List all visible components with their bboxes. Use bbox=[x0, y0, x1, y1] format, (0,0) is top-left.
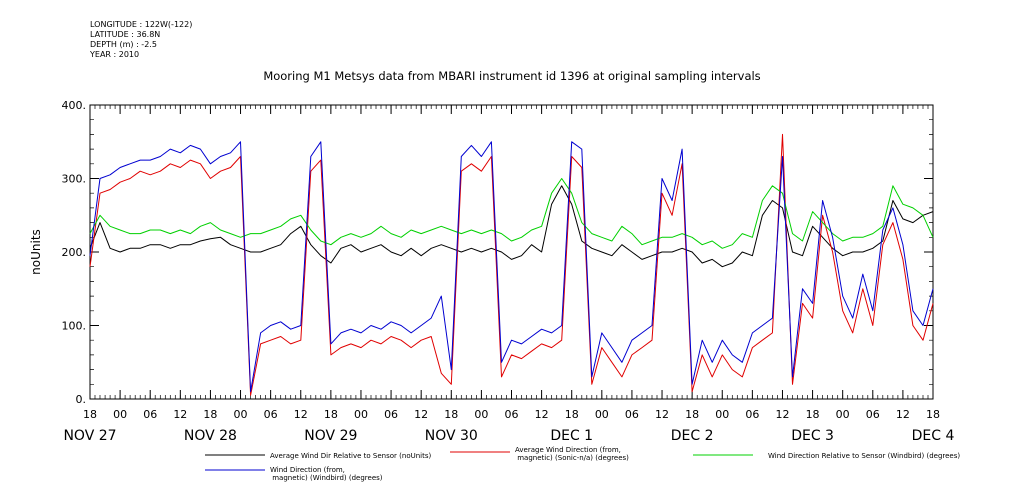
y-tick-label: 300. bbox=[62, 173, 87, 186]
x-date-label: NOV 27 bbox=[63, 428, 116, 444]
y-tick-label: 400. bbox=[62, 99, 87, 112]
x-date-label: NOV 28 bbox=[184, 428, 237, 444]
chart-title: Mooring M1 Metsys data from MBARI instru… bbox=[263, 69, 760, 83]
x-tick-label: 00 bbox=[113, 408, 127, 421]
x-date-label: DEC 2 bbox=[671, 428, 714, 444]
y-tick-label: 200. bbox=[62, 246, 87, 259]
x-tick-label: 06 bbox=[143, 408, 157, 421]
depth-text: DEPTH (m) : -2.5 bbox=[90, 40, 157, 49]
x-tick-label: 00 bbox=[715, 408, 729, 421]
x-tick-label: 12 bbox=[535, 408, 549, 421]
x-tick-label: 00 bbox=[234, 408, 248, 421]
x-tick-label: 00 bbox=[474, 408, 488, 421]
x-tick-label: 12 bbox=[655, 408, 669, 421]
plot-area: 18 00 06 12 18 00 06 12 18 00 06 12 18 00 06 12 18 00 06 12… bbox=[62, 99, 955, 444]
longitude-text: LONGITUDE : 122W(-122) bbox=[90, 20, 193, 29]
x-tick-label: 18 bbox=[444, 408, 458, 421]
legend-label-3: Wind Direction Relative to Sensor (Windb… bbox=[768, 452, 960, 460]
metadata-block: LONGITUDE : 122W(-122) LATITUDE : 36.8N … bbox=[90, 20, 192, 60]
legend-label-4: Wind Direction (from, magnetic) (Windbir… bbox=[270, 466, 383, 482]
x-date-label: DEC 3 bbox=[791, 428, 834, 444]
x-tick-label: 18 bbox=[926, 408, 940, 421]
x-tick-label: 06 bbox=[505, 408, 519, 421]
x-tick-label: 06 bbox=[866, 408, 880, 421]
x-tick-label: 12 bbox=[896, 408, 910, 421]
x-tick-label: 12 bbox=[414, 408, 428, 421]
series-line-4 bbox=[89, 141, 934, 393]
latitude-text: LATITUDE : 36.8N bbox=[90, 30, 161, 39]
x-tick-label: 00 bbox=[354, 408, 368, 421]
legend: Average Wind Dir Relative to Sensor (noU… bbox=[205, 446, 960, 482]
y-axis-label: noUnits bbox=[29, 229, 43, 275]
x-tick-label: 18 bbox=[203, 408, 217, 421]
y-tick-label: 100. bbox=[62, 320, 87, 333]
x-date-label: DEC 1 bbox=[550, 428, 593, 444]
year-text: YEAR : 2010 bbox=[90, 50, 140, 59]
x-tick-label: 00 bbox=[836, 408, 850, 421]
x-tick-label: 18 bbox=[83, 408, 97, 421]
x-tick-label: 06 bbox=[745, 408, 759, 421]
x-date-label: NOV 30 bbox=[425, 428, 478, 444]
x-tick-label: 06 bbox=[625, 408, 639, 421]
x-tick-label: 18 bbox=[565, 408, 579, 421]
x-tick-label: 12 bbox=[173, 408, 187, 421]
x-tick-label: 12 bbox=[775, 408, 789, 421]
x-tick-label: 18 bbox=[685, 408, 699, 421]
x-tick-label: 18 bbox=[324, 408, 338, 421]
x-tick-label: 06 bbox=[264, 408, 278, 421]
x-date-label: DEC 4 bbox=[912, 428, 955, 444]
legend-label-1: Average Wind Dir Relative to Sensor (noU… bbox=[270, 452, 431, 460]
x-tick-label: 00 bbox=[595, 408, 609, 421]
x-date-label: NOV 29 bbox=[304, 428, 357, 444]
series-line-1 bbox=[89, 185, 934, 268]
x-tick-label: 18 bbox=[806, 408, 820, 421]
legend-label-2: Average Wind Direction (from, magnetic) … bbox=[515, 446, 629, 462]
series-line-3 bbox=[89, 178, 934, 249]
x-tick-label: 06 bbox=[384, 408, 398, 421]
series-line-2 bbox=[89, 133, 934, 396]
y-tick-label: 0. bbox=[76, 393, 87, 406]
x-tick-label: 12 bbox=[294, 408, 308, 421]
